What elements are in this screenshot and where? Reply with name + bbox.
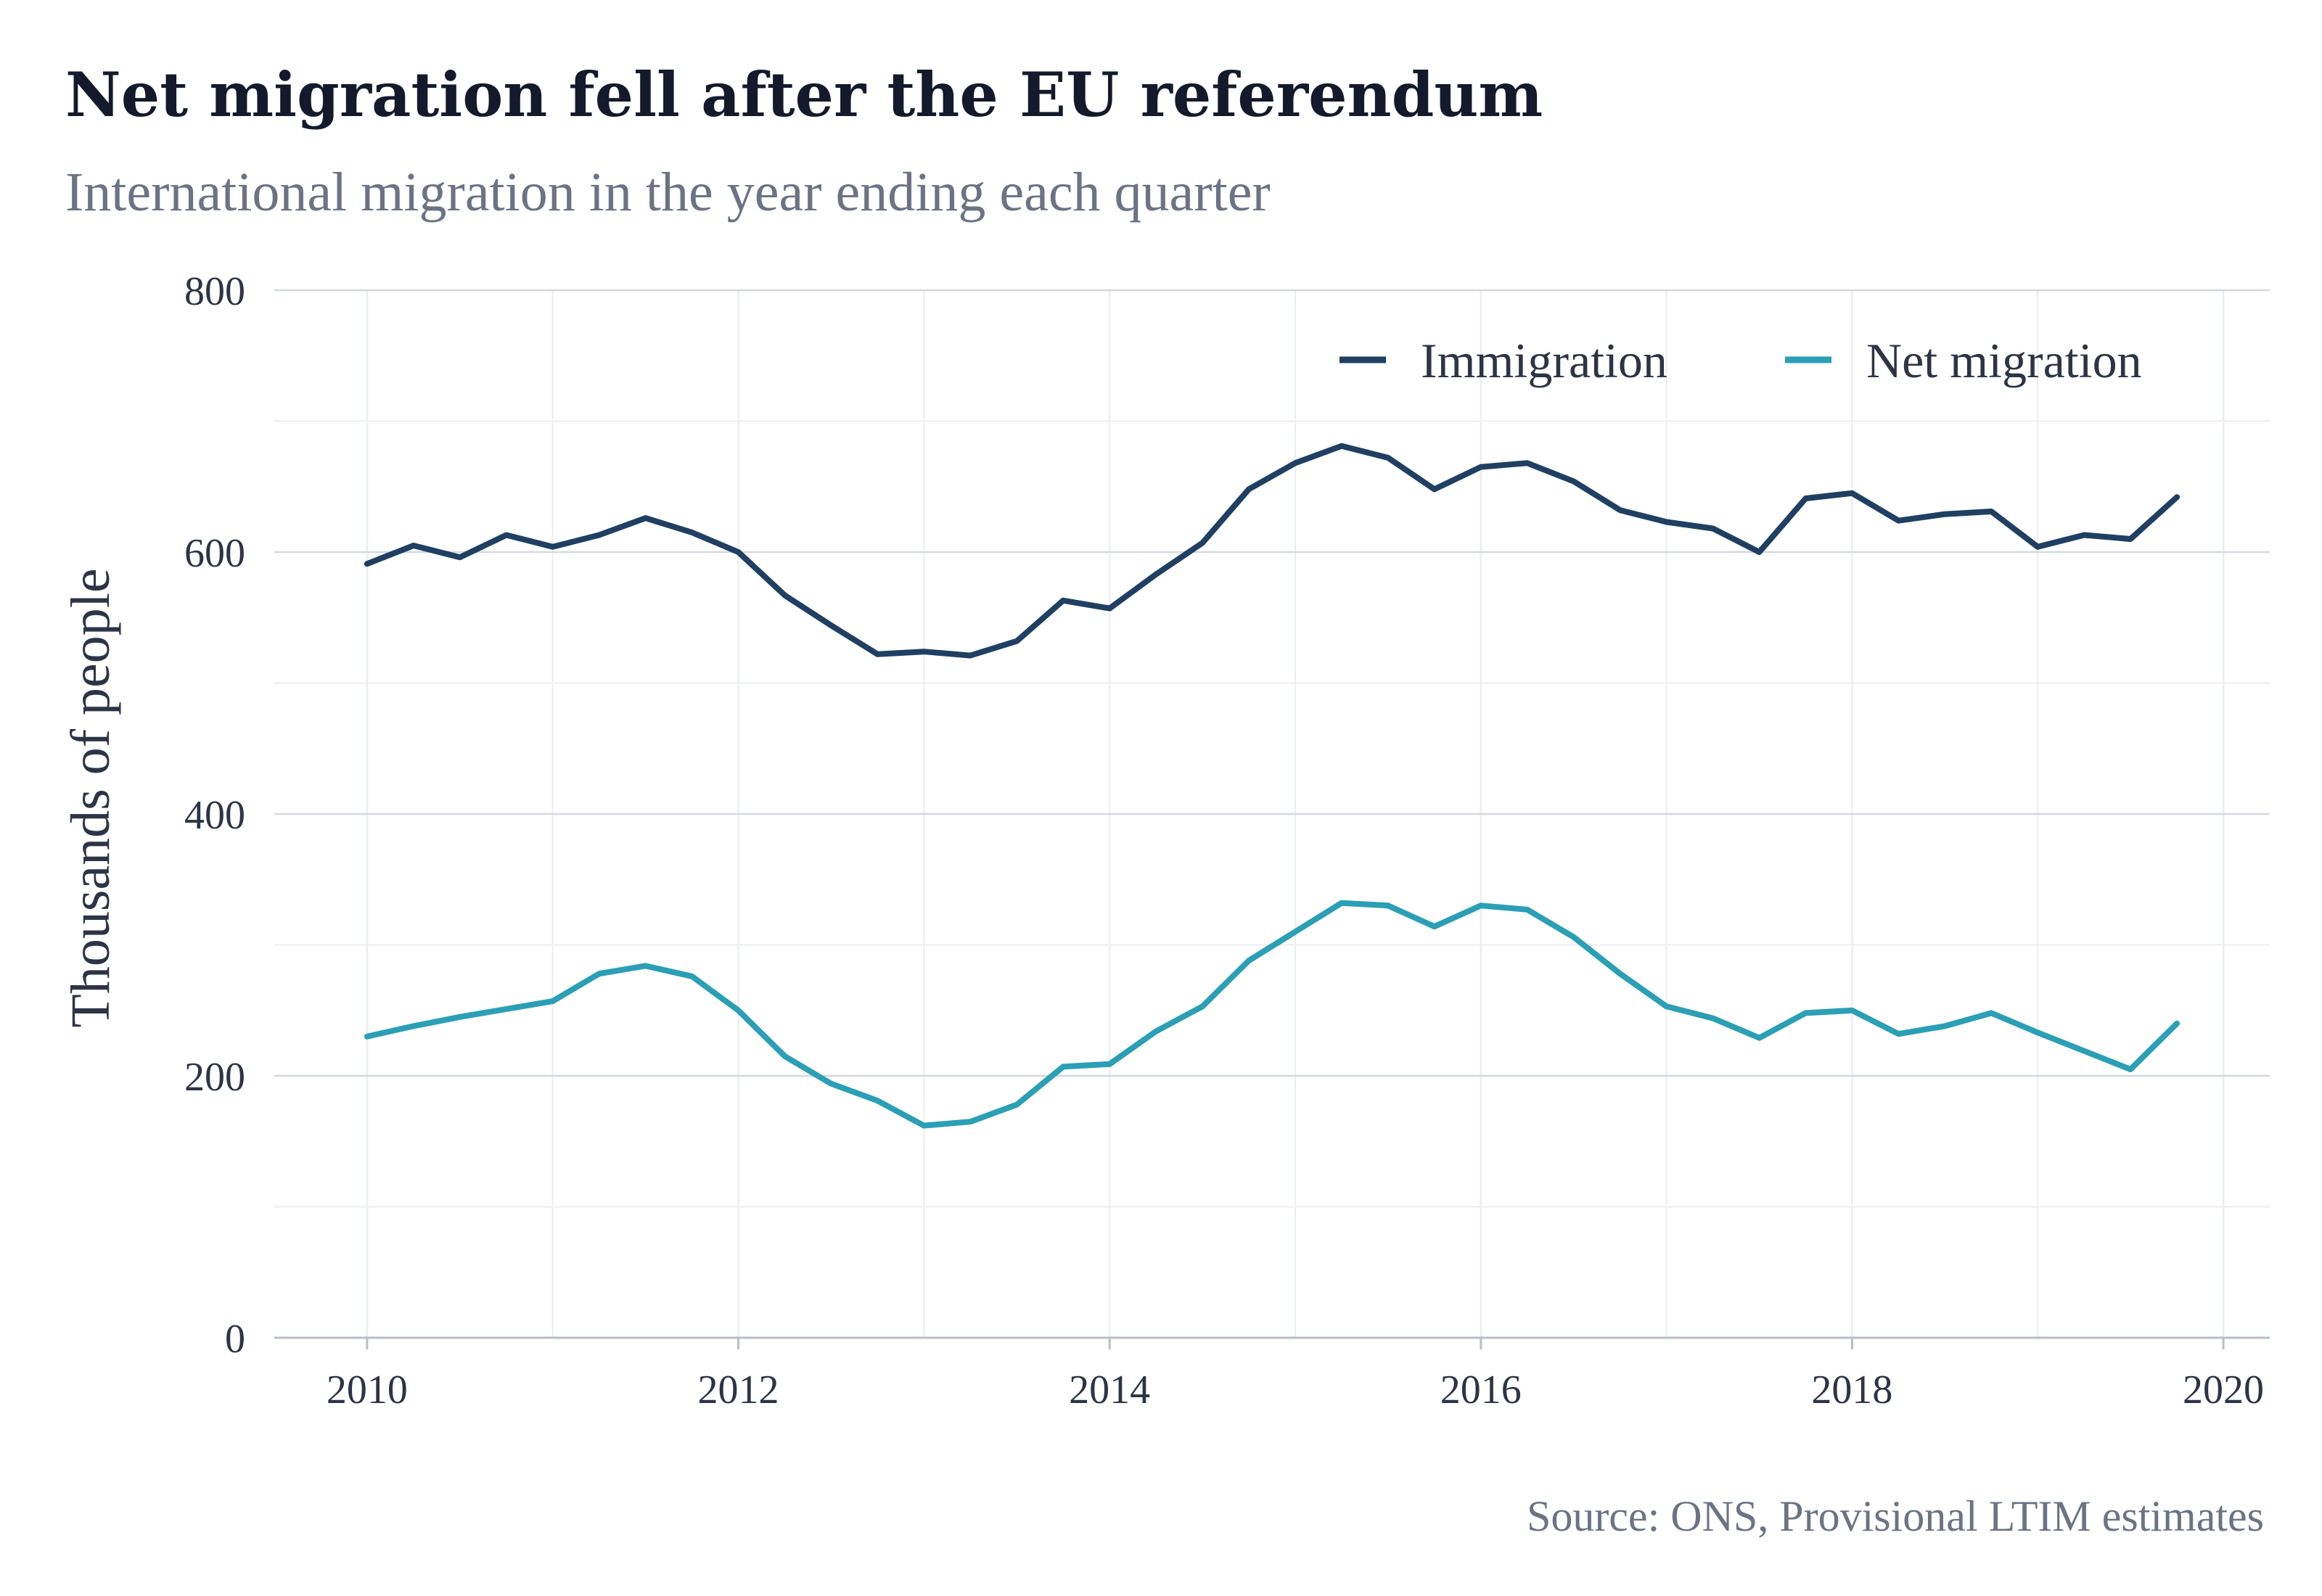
x-tick-label: 2014 — [1069, 1367, 1150, 1412]
legend-label-immigration: Immigration — [1421, 333, 1667, 388]
chart-title: Net migration fell after the EU referend… — [65, 59, 1543, 131]
axes: 2010 2012 2014 2016 2018 2020 0 200 400 600 800 — [184, 269, 2270, 1412]
y-axis-title: Thousands of people — [60, 568, 121, 1027]
chart-subtitle: International migration in the year endi… — [65, 162, 1271, 223]
x-tick-label: 2016 — [1440, 1367, 1522, 1412]
x-tick-label: 2018 — [1811, 1367, 1892, 1412]
immigration-line — [364, 443, 2181, 659]
net-migration-line — [364, 900, 2181, 1129]
y-tick-label: 800 — [184, 269, 245, 314]
series — [364, 443, 2181, 1129]
grid — [274, 289, 2270, 1338]
legend-label-net-migration: Net migration — [1866, 333, 2142, 388]
x-tick-label: 2020 — [2183, 1367, 2264, 1412]
legend: Immigration Net migration — [1340, 333, 2142, 388]
y-tick-label: 400 — [184, 793, 245, 838]
x-tick-label: 2012 — [698, 1367, 779, 1412]
y-tick-label: 0 — [225, 1317, 245, 1362]
y-tick-label: 200 — [184, 1055, 245, 1100]
source-caption: Source: ONS, Provisional LTIM estimates — [1527, 1492, 2264, 1540]
x-tick-label: 2010 — [327, 1367, 408, 1412]
y-tick-label: 600 — [184, 531, 245, 576]
